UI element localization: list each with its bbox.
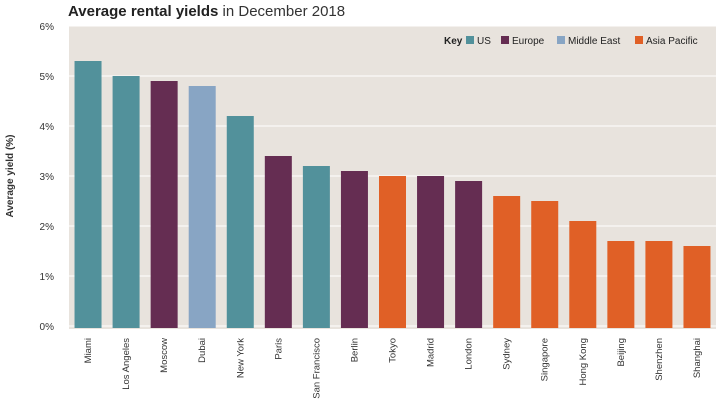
x-tick-label: London xyxy=(464,338,475,370)
x-tick-label: Shenzhen xyxy=(654,338,665,381)
bar-paris xyxy=(264,156,292,328)
y-axis-label: Average yield (%) xyxy=(5,135,16,218)
legend-label: Asia Pacific xyxy=(646,36,698,47)
bar-los-angeles xyxy=(112,76,140,328)
x-tick-label: Madrid xyxy=(426,338,437,367)
legend-label: US xyxy=(477,36,491,47)
title-main: Average rental yields xyxy=(68,3,219,20)
legend-swatch xyxy=(557,36,565,44)
chart-title: Average rental yields in December 2018 xyxy=(68,3,345,20)
legend-swatch xyxy=(466,36,474,44)
x-tick-label: Moscow xyxy=(159,338,170,373)
x-tick-label: Paris xyxy=(273,338,284,360)
bar-sydney xyxy=(493,196,521,328)
legend-label: Middle East xyxy=(568,36,620,47)
x-tick-label: Shanghai xyxy=(692,338,703,378)
x-tick-label: Singapore xyxy=(540,338,551,381)
y-tick-label: 5% xyxy=(40,72,55,83)
legend-title: Key xyxy=(444,36,463,47)
x-tick-label: Tokyo xyxy=(388,338,399,363)
y-tick-label: 3% xyxy=(40,172,55,183)
legend-label: Europe xyxy=(512,36,545,47)
x-tick-label: Dubai xyxy=(197,338,208,363)
x-tick-label: San Francisco xyxy=(311,338,322,399)
x-tick-label: Sydney xyxy=(502,338,513,370)
x-tick-label: Hong Kong xyxy=(578,338,589,386)
bar-hong-kong xyxy=(569,221,597,328)
y-tick-label: 6% xyxy=(40,22,55,33)
y-tick-label: 1% xyxy=(40,272,55,283)
x-tick-label: Los Angeles xyxy=(121,338,132,390)
bar-beijing xyxy=(607,241,635,328)
x-tick-label: New York xyxy=(235,338,246,378)
x-tick-label: Miami xyxy=(83,338,94,363)
bar-moscow xyxy=(150,81,178,328)
bar-san-francisco xyxy=(302,166,330,328)
bar-singapore xyxy=(531,201,559,328)
x-tick-label: Beijing xyxy=(616,338,627,367)
bar-tokyo xyxy=(379,176,406,328)
bar-shenzhen xyxy=(645,241,673,328)
bar-berlin xyxy=(340,171,368,328)
x-tick-label: Berlin xyxy=(349,338,360,362)
bar-new-york xyxy=(226,116,254,328)
bar-dubai xyxy=(188,86,216,328)
legend-swatch xyxy=(635,36,643,44)
y-tick-label: 4% xyxy=(40,122,55,133)
bar-miami xyxy=(74,61,102,328)
y-tick-label: 0% xyxy=(40,322,55,333)
bar-london xyxy=(455,181,483,328)
title-subtitle: in December 2018 xyxy=(222,3,346,20)
bar-madrid xyxy=(417,176,445,328)
bar-shanghai xyxy=(683,246,711,328)
y-tick-label: 2% xyxy=(40,222,55,233)
legend-swatch xyxy=(501,36,509,44)
